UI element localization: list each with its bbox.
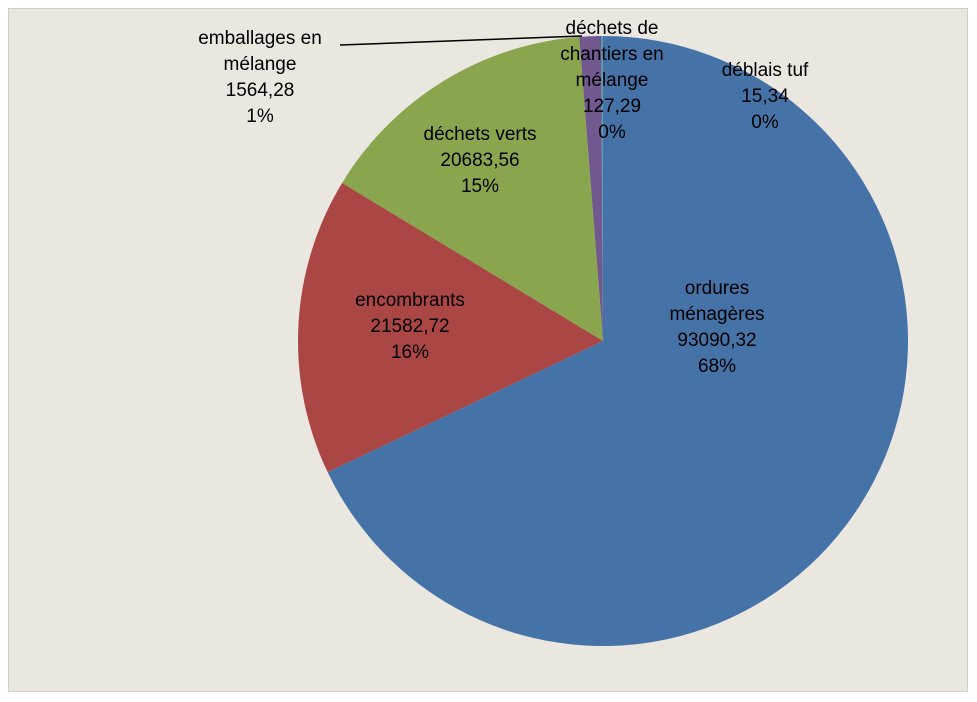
data-label: emballages en mélange 1564,28 1% <box>175 26 345 130</box>
data-label: déblais tuf 15,34 0% <box>690 58 840 136</box>
label-value: 15,34 <box>741 86 789 107</box>
label-percent: 15% <box>460 176 500 197</box>
label-value: 21582,72 <box>370 316 450 337</box>
data-label: encombrants 21582,72 16% <box>330 288 490 366</box>
pie-slice <box>327 36 908 646</box>
data-label: ordures ménagères 93090,32 68% <box>642 276 792 380</box>
label-percent: 68% <box>697 356 737 377</box>
label-value: 93090,32 <box>677 330 757 351</box>
label-category: emballages en mélange <box>198 28 322 75</box>
pie-slice <box>298 183 603 473</box>
pie-slice <box>579 36 603 341</box>
label-percent: 1% <box>246 106 274 127</box>
label-category: déchets verts <box>423 124 537 145</box>
pie-slice <box>342 36 603 341</box>
label-category: déchets de chantiers en mélange <box>560 18 664 91</box>
label-category: encombrants <box>355 290 465 311</box>
label-percent: 16% <box>390 342 430 363</box>
label-category: déblais tuf <box>721 60 809 81</box>
label-percent: 0% <box>598 122 626 143</box>
label-value: 127,29 <box>582 96 642 117</box>
data-label: déchets de chantiers en mélange 127,29 0% <box>547 16 677 146</box>
leader-line <box>339 35 583 46</box>
label-category: ordures ménagères <box>669 278 765 325</box>
data-label: déchets verts 20683,56 15% <box>400 122 560 200</box>
label-value: 20683,56 <box>440 150 520 171</box>
label-value: 1564,28 <box>225 80 295 101</box>
label-percent: 0% <box>751 112 779 133</box>
pie-slice <box>601 36 603 342</box>
